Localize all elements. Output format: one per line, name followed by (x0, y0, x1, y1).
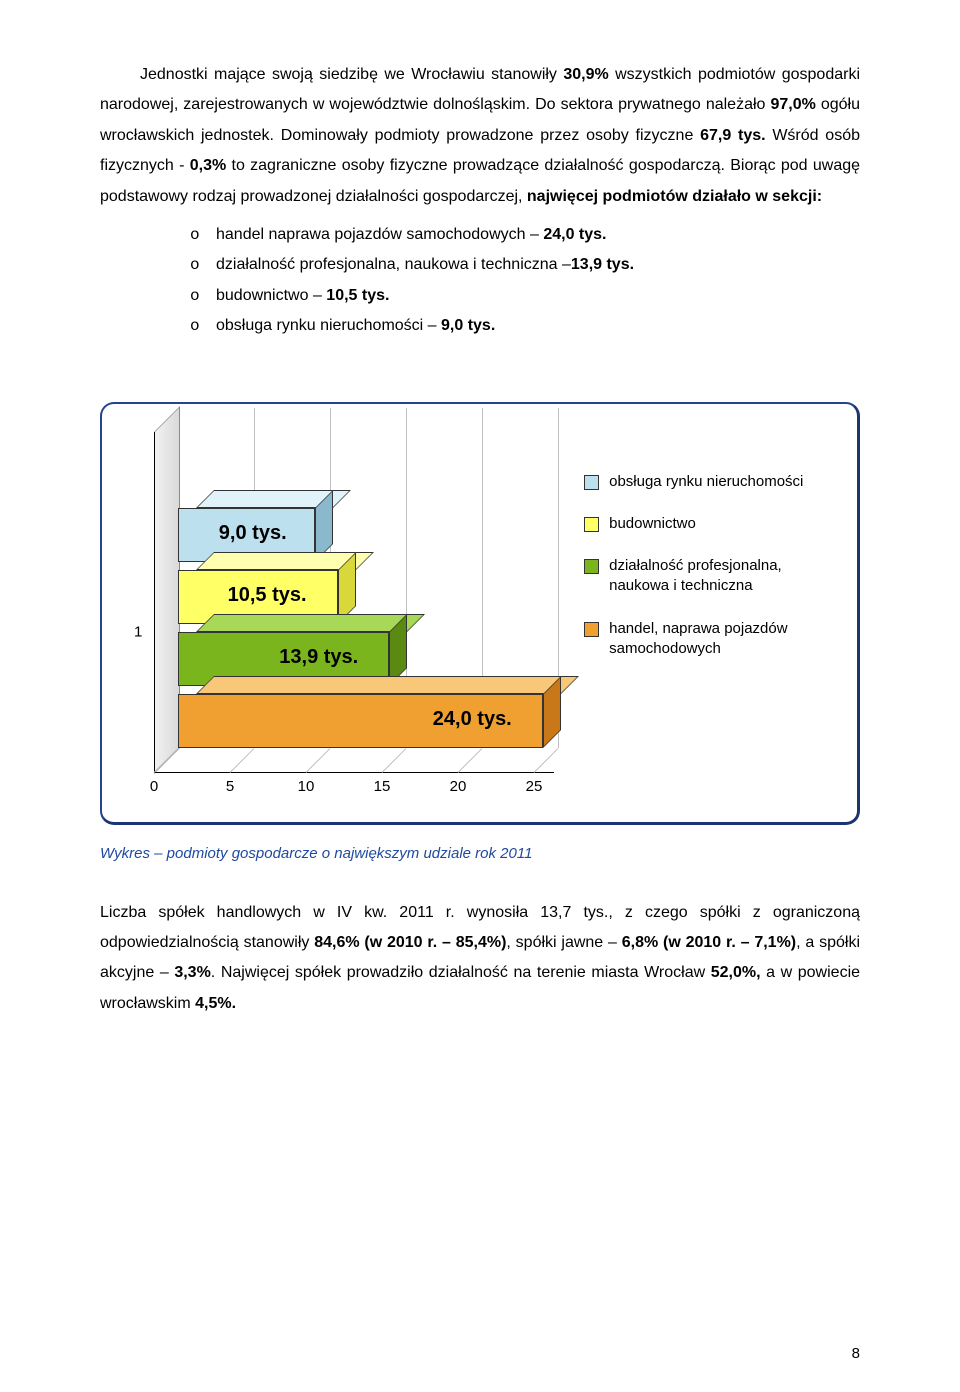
value: 52,0%, (711, 964, 761, 981)
legend-item: handel, naprawa pojazdów samochodowych (584, 619, 833, 660)
legend-item: obsługa rynku nieruchomości (584, 472, 833, 492)
value: 4,5%. (195, 995, 236, 1012)
bar-chart: 1 0 5 10 15 20 25 9,0 tys. 10,5 tys. 13,9 tys. 24… (126, 432, 554, 812)
x-tick-label: 25 (526, 778, 543, 795)
text: budownictwo – (216, 287, 326, 304)
value: 97,0% (770, 96, 815, 113)
paragraph-1: Jednostki mające swoją siedzibę we Wrocł… (100, 60, 860, 212)
value: 6,8% (w 2010 r. – 7,1%) (622, 934, 796, 951)
floor-gridline (306, 748, 331, 773)
value: 67,9 tys. (700, 127, 765, 144)
list-item: ohandel naprawa pojazdów samochodowych –… (190, 220, 860, 250)
text: handel naprawa pojazdów samochodowych – (216, 226, 543, 243)
x-tick-label: 20 (450, 778, 467, 795)
bullet-marker: o (190, 220, 216, 250)
legend-label: handel, naprawa pojazdów samochodowych (609, 619, 833, 660)
legend-label: działalność profesjonalna, naukowa i tec… (609, 556, 833, 597)
value: 9,0 tys. (441, 317, 495, 334)
value: 13,9 tys. (571, 256, 634, 273)
legend-swatch (584, 475, 599, 490)
document-page: Jednostki mające swoją siedzibę we Wrocł… (0, 0, 960, 1392)
x-tick-label: 0 (150, 778, 158, 795)
list-item: obudownictwo – 10,5 tys. (190, 281, 860, 311)
chart-back-wall (154, 406, 180, 774)
y-axis-line (154, 432, 155, 772)
value: najwięcej podmiotów działało w sekcji: (527, 188, 822, 205)
floor-gridline (382, 748, 407, 773)
chart-caption: Wykres – podmioty gospodarcze o najwięks… (100, 845, 860, 862)
legend-swatch (584, 559, 599, 574)
list-item: odziałalność profesjonalna, naukowa i te… (190, 250, 860, 280)
bullet-list: ohandel naprawa pojazdów samochodowych –… (190, 220, 860, 342)
bullet-marker: o (190, 281, 216, 311)
paragraph-2: Liczba spółek handlowych w IV kw. 2011 r… (100, 898, 860, 1020)
text: działalność profesjonalna, naukowa i tec… (216, 256, 571, 273)
floor-gridline (458, 748, 483, 773)
bar-value-label: 24,0 tys. (433, 708, 512, 731)
bar-value-label: 13,9 tys. (279, 646, 358, 669)
text: , spółki jawne – (506, 934, 621, 951)
text: Jednostki mające swoją siedzibę we Wrocł… (140, 66, 563, 83)
value: 3,3% (174, 964, 210, 981)
x-axis-line (154, 772, 554, 773)
text: obsługa rynku nieruchomości – (216, 317, 441, 334)
bullet-marker: o (190, 311, 216, 341)
legend-label: budownictwo (609, 514, 696, 534)
chart-legend: obsługa rynku nieruchomości budownictwo dz… (584, 472, 833, 682)
chart-container: 1 0 5 10 15 20 25 9,0 tys. 10,5 tys. 13,9 tys. 24… (100, 402, 860, 825)
floor-gridline (230, 748, 255, 773)
text: . Najwięcej spółek prowadziło działalnoś… (211, 964, 711, 981)
legend-item: budownictwo (584, 514, 833, 534)
floor-gridline (534, 748, 559, 773)
x-tick-label: 5 (226, 778, 234, 795)
value: 84,6% (w 2010 r. – 85,4%) (314, 934, 506, 951)
value: 0,3% (190, 157, 226, 174)
value: 30,9% (563, 66, 608, 83)
legend-swatch (584, 517, 599, 532)
bullet-marker: o (190, 250, 216, 280)
value: 24,0 tys. (543, 226, 606, 243)
bar-value-label: 9,0 tys. (219, 522, 287, 545)
legend-item: działalność profesjonalna, naukowa i tec… (584, 556, 833, 597)
x-tick-label: 10 (298, 778, 315, 795)
value: 10,5 tys. (326, 287, 389, 304)
bar-value-label: 10,5 tys. (228, 584, 307, 607)
list-item: oobsługa rynku nieruchomości – 9,0 tys. (190, 311, 860, 341)
page-number: 8 (852, 1345, 860, 1362)
legend-label: obsługa rynku nieruchomości (609, 472, 803, 492)
y-axis-label: 1 (134, 623, 142, 640)
legend-swatch (584, 622, 599, 637)
x-tick-label: 15 (374, 778, 391, 795)
